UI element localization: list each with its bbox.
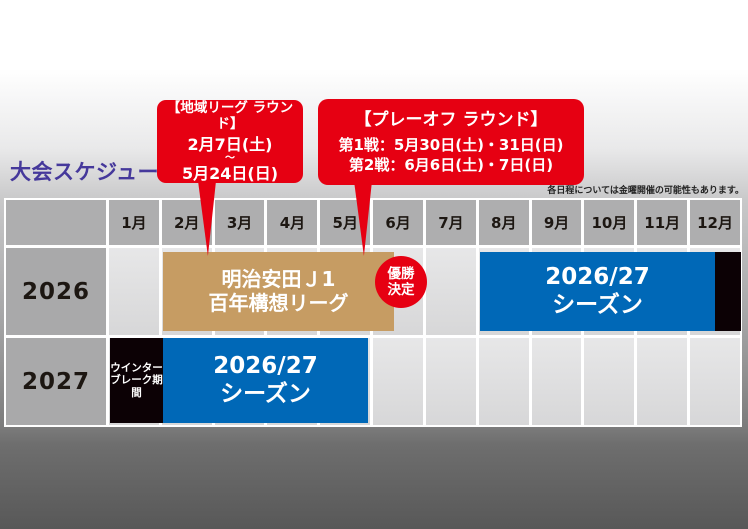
- month-header-apr: 4月: [267, 200, 318, 245]
- season-label-line2: シーズン: [220, 380, 311, 407]
- grid-cell: [690, 338, 740, 425]
- grid-cell: [373, 338, 423, 425]
- season-bar-2027: 2026/27 シーズン: [163, 338, 368, 423]
- league-bar-label-line2: 百年構想リーグ: [208, 290, 349, 315]
- month-header-sep: 9月: [531, 200, 582, 245]
- badge-line2: 決定: [387, 282, 415, 298]
- badge-line1: 優勝: [387, 265, 415, 282]
- winter-break-bar: ウインター ブレーク期間: [110, 338, 163, 423]
- grid-cell: [109, 248, 159, 335]
- callout-title: 【プレーオフ ラウンド】: [354, 109, 548, 130]
- month-header-nov: 11月: [637, 200, 688, 245]
- callout-playoff-round: 【プレーオフ ラウンド】 第1戦：5月30日(土)・31日(日) 第2戦：6月6…: [318, 99, 584, 185]
- month-header-jun: 6月: [373, 200, 423, 245]
- schedule-table: 1月 2月 3月 4月 5月 6月 7月 8月 9月 10月 11月 12月 2…: [4, 198, 742, 427]
- month-header-dec: 12月: [690, 200, 740, 245]
- month-header-mar: 3月: [214, 200, 265, 245]
- grid-cell: [531, 338, 582, 425]
- league-bar-2026: 明治安田Ｊ1 百年構想リーグ: [163, 252, 394, 331]
- season-label-line1: 2026/27: [213, 353, 318, 380]
- winter-break-line2: ブレーク期間: [110, 374, 163, 399]
- grid-cell: [425, 248, 476, 335]
- month-header-oct: 10月: [584, 200, 635, 245]
- year-cell-2027: 2027: [6, 338, 106, 425]
- champion-decided-badge: 優勝 決定: [375, 256, 427, 308]
- season-end-block: [715, 252, 741, 331]
- month-header-aug: 8月: [478, 200, 529, 245]
- corner-cell: [6, 200, 106, 245]
- winter-break-line1: ウインター: [110, 361, 163, 374]
- callout-regional-round: 【地域リーグ ラウンド】 2月7日(土) 〜 5月24日(日): [157, 100, 303, 183]
- season-bar-2026: 2026/27 シーズン: [480, 252, 741, 331]
- year-cell-2026: 2026: [6, 248, 106, 335]
- grid-cell: [584, 338, 635, 425]
- season-label-line2: シーズン: [552, 291, 643, 318]
- playoff-match2-dates: 第2戦：6月6日(土)・7日(日): [348, 156, 554, 175]
- regional-start-date: 2月7日(土): [187, 134, 273, 154]
- playoff-match1-dates: 第1戦：5月30日(土)・31日(日): [338, 136, 564, 155]
- page-title: 大会スケジュール: [10, 160, 181, 184]
- disclaimer-note: 各日程については金曜開催の可能性もあります。: [547, 186, 744, 196]
- league-bar-label-line1: 明治安田Ｊ1: [221, 266, 336, 291]
- callout-title: 【地域リーグ ラウンド】: [166, 100, 294, 133]
- month-header-jan: 1月: [109, 200, 159, 245]
- grid-cell: [425, 338, 476, 425]
- regional-end-date: 5月24日(日): [181, 163, 279, 183]
- grid-cell: [478, 338, 529, 425]
- tilde-separator: 〜: [225, 152, 235, 164]
- month-header-jul: 7月: [425, 200, 476, 245]
- grid-cell: [637, 338, 688, 425]
- season-label-line1: 2026/27: [545, 264, 650, 291]
